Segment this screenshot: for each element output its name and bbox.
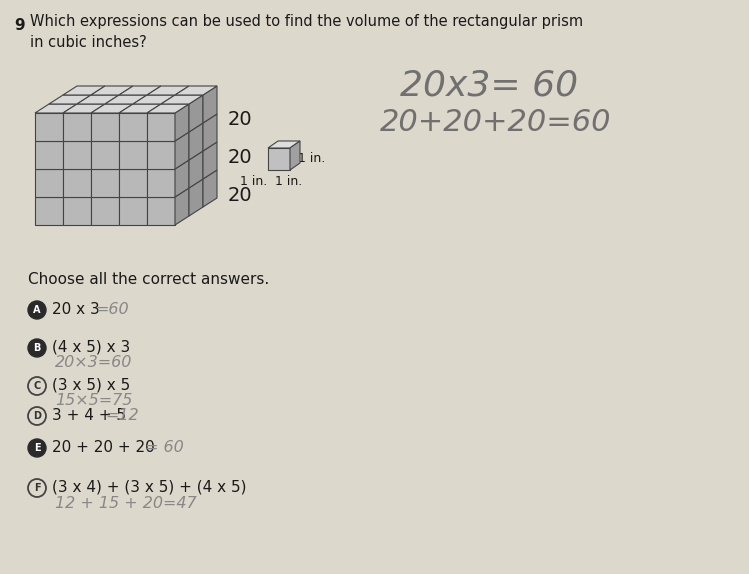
Text: 1 in.: 1 in. bbox=[240, 175, 267, 188]
Polygon shape bbox=[175, 132, 189, 169]
Text: B: B bbox=[33, 343, 40, 353]
Polygon shape bbox=[147, 141, 175, 169]
Polygon shape bbox=[35, 104, 77, 113]
Polygon shape bbox=[203, 114, 217, 151]
Polygon shape bbox=[147, 86, 189, 95]
Polygon shape bbox=[147, 169, 175, 197]
Polygon shape bbox=[119, 169, 147, 197]
Circle shape bbox=[28, 339, 46, 357]
Polygon shape bbox=[189, 123, 203, 160]
Text: =60: =60 bbox=[95, 302, 129, 317]
Polygon shape bbox=[63, 104, 105, 113]
Polygon shape bbox=[35, 113, 63, 141]
Text: (4 x 5) x 3: (4 x 5) x 3 bbox=[52, 340, 130, 355]
Polygon shape bbox=[268, 141, 300, 148]
Text: (3 x 5) x 5: (3 x 5) x 5 bbox=[52, 378, 130, 393]
Polygon shape bbox=[35, 169, 63, 197]
Polygon shape bbox=[63, 86, 105, 95]
Polygon shape bbox=[119, 113, 147, 141]
Polygon shape bbox=[91, 197, 119, 225]
Polygon shape bbox=[203, 142, 217, 179]
Text: E: E bbox=[34, 443, 40, 453]
Polygon shape bbox=[189, 179, 203, 216]
Polygon shape bbox=[147, 113, 175, 141]
Polygon shape bbox=[91, 104, 133, 113]
Polygon shape bbox=[147, 197, 175, 225]
Polygon shape bbox=[189, 95, 203, 132]
Polygon shape bbox=[203, 86, 217, 123]
Text: 12 + 15 + 20=47: 12 + 15 + 20=47 bbox=[55, 496, 197, 511]
Text: C: C bbox=[34, 381, 40, 391]
Polygon shape bbox=[175, 86, 217, 95]
Text: 15×5=75: 15×5=75 bbox=[55, 393, 133, 408]
Polygon shape bbox=[175, 160, 189, 197]
Text: 1 in.: 1 in. bbox=[298, 152, 325, 165]
Polygon shape bbox=[49, 95, 91, 104]
Text: 1 in.: 1 in. bbox=[275, 175, 303, 188]
Polygon shape bbox=[77, 95, 119, 104]
Polygon shape bbox=[63, 169, 91, 197]
Polygon shape bbox=[119, 141, 147, 169]
Text: 20+20+20=60: 20+20+20=60 bbox=[380, 108, 611, 137]
Polygon shape bbox=[35, 141, 63, 169]
Text: 20 + 20 + 20: 20 + 20 + 20 bbox=[52, 440, 155, 455]
Text: 3 + 4 + 5: 3 + 4 + 5 bbox=[52, 408, 126, 423]
Polygon shape bbox=[91, 169, 119, 197]
Polygon shape bbox=[203, 170, 217, 207]
Polygon shape bbox=[91, 86, 133, 95]
Polygon shape bbox=[119, 197, 147, 225]
Polygon shape bbox=[161, 95, 203, 104]
Polygon shape bbox=[189, 151, 203, 188]
Polygon shape bbox=[105, 95, 147, 104]
Text: (3 x 4) + (3 x 5) + (4 x 5): (3 x 4) + (3 x 5) + (4 x 5) bbox=[52, 480, 246, 495]
Polygon shape bbox=[63, 197, 91, 225]
Polygon shape bbox=[268, 148, 290, 170]
Text: 20: 20 bbox=[228, 186, 252, 205]
Text: 20: 20 bbox=[228, 110, 252, 129]
Text: 9: 9 bbox=[14, 18, 25, 33]
Polygon shape bbox=[35, 197, 63, 225]
Polygon shape bbox=[63, 141, 91, 169]
Text: 20x3= 60: 20x3= 60 bbox=[400, 68, 578, 102]
Circle shape bbox=[28, 439, 46, 457]
Polygon shape bbox=[63, 113, 91, 141]
Text: Which expressions can be used to find the volume of the rectangular prism
in cub: Which expressions can be used to find th… bbox=[30, 14, 583, 50]
Polygon shape bbox=[175, 188, 189, 225]
Text: = 60: = 60 bbox=[145, 440, 184, 455]
Polygon shape bbox=[119, 104, 161, 113]
Polygon shape bbox=[133, 95, 175, 104]
Polygon shape bbox=[119, 86, 161, 95]
Polygon shape bbox=[147, 104, 189, 113]
Text: 20: 20 bbox=[228, 148, 252, 167]
Text: F: F bbox=[34, 483, 40, 493]
Polygon shape bbox=[91, 141, 119, 169]
Text: =12: =12 bbox=[105, 408, 139, 423]
Text: 20×3=60: 20×3=60 bbox=[55, 355, 133, 370]
Text: A: A bbox=[33, 305, 40, 315]
Polygon shape bbox=[175, 104, 189, 141]
Text: 20 x 3: 20 x 3 bbox=[52, 302, 100, 317]
Text: D: D bbox=[33, 411, 41, 421]
Polygon shape bbox=[91, 113, 119, 141]
Polygon shape bbox=[290, 141, 300, 170]
Text: Choose all the correct answers.: Choose all the correct answers. bbox=[28, 272, 269, 287]
Circle shape bbox=[28, 301, 46, 319]
